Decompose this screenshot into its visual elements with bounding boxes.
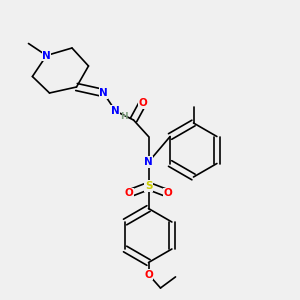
- Text: N: N: [144, 157, 153, 167]
- Text: H: H: [120, 112, 127, 121]
- Text: O: O: [164, 188, 172, 199]
- Text: O: O: [124, 188, 134, 199]
- Text: N: N: [110, 106, 119, 116]
- Text: S: S: [145, 181, 152, 191]
- Text: N: N: [42, 50, 51, 61]
- Text: N: N: [99, 88, 108, 98]
- Text: O: O: [144, 269, 153, 280]
- Text: O: O: [138, 98, 147, 109]
